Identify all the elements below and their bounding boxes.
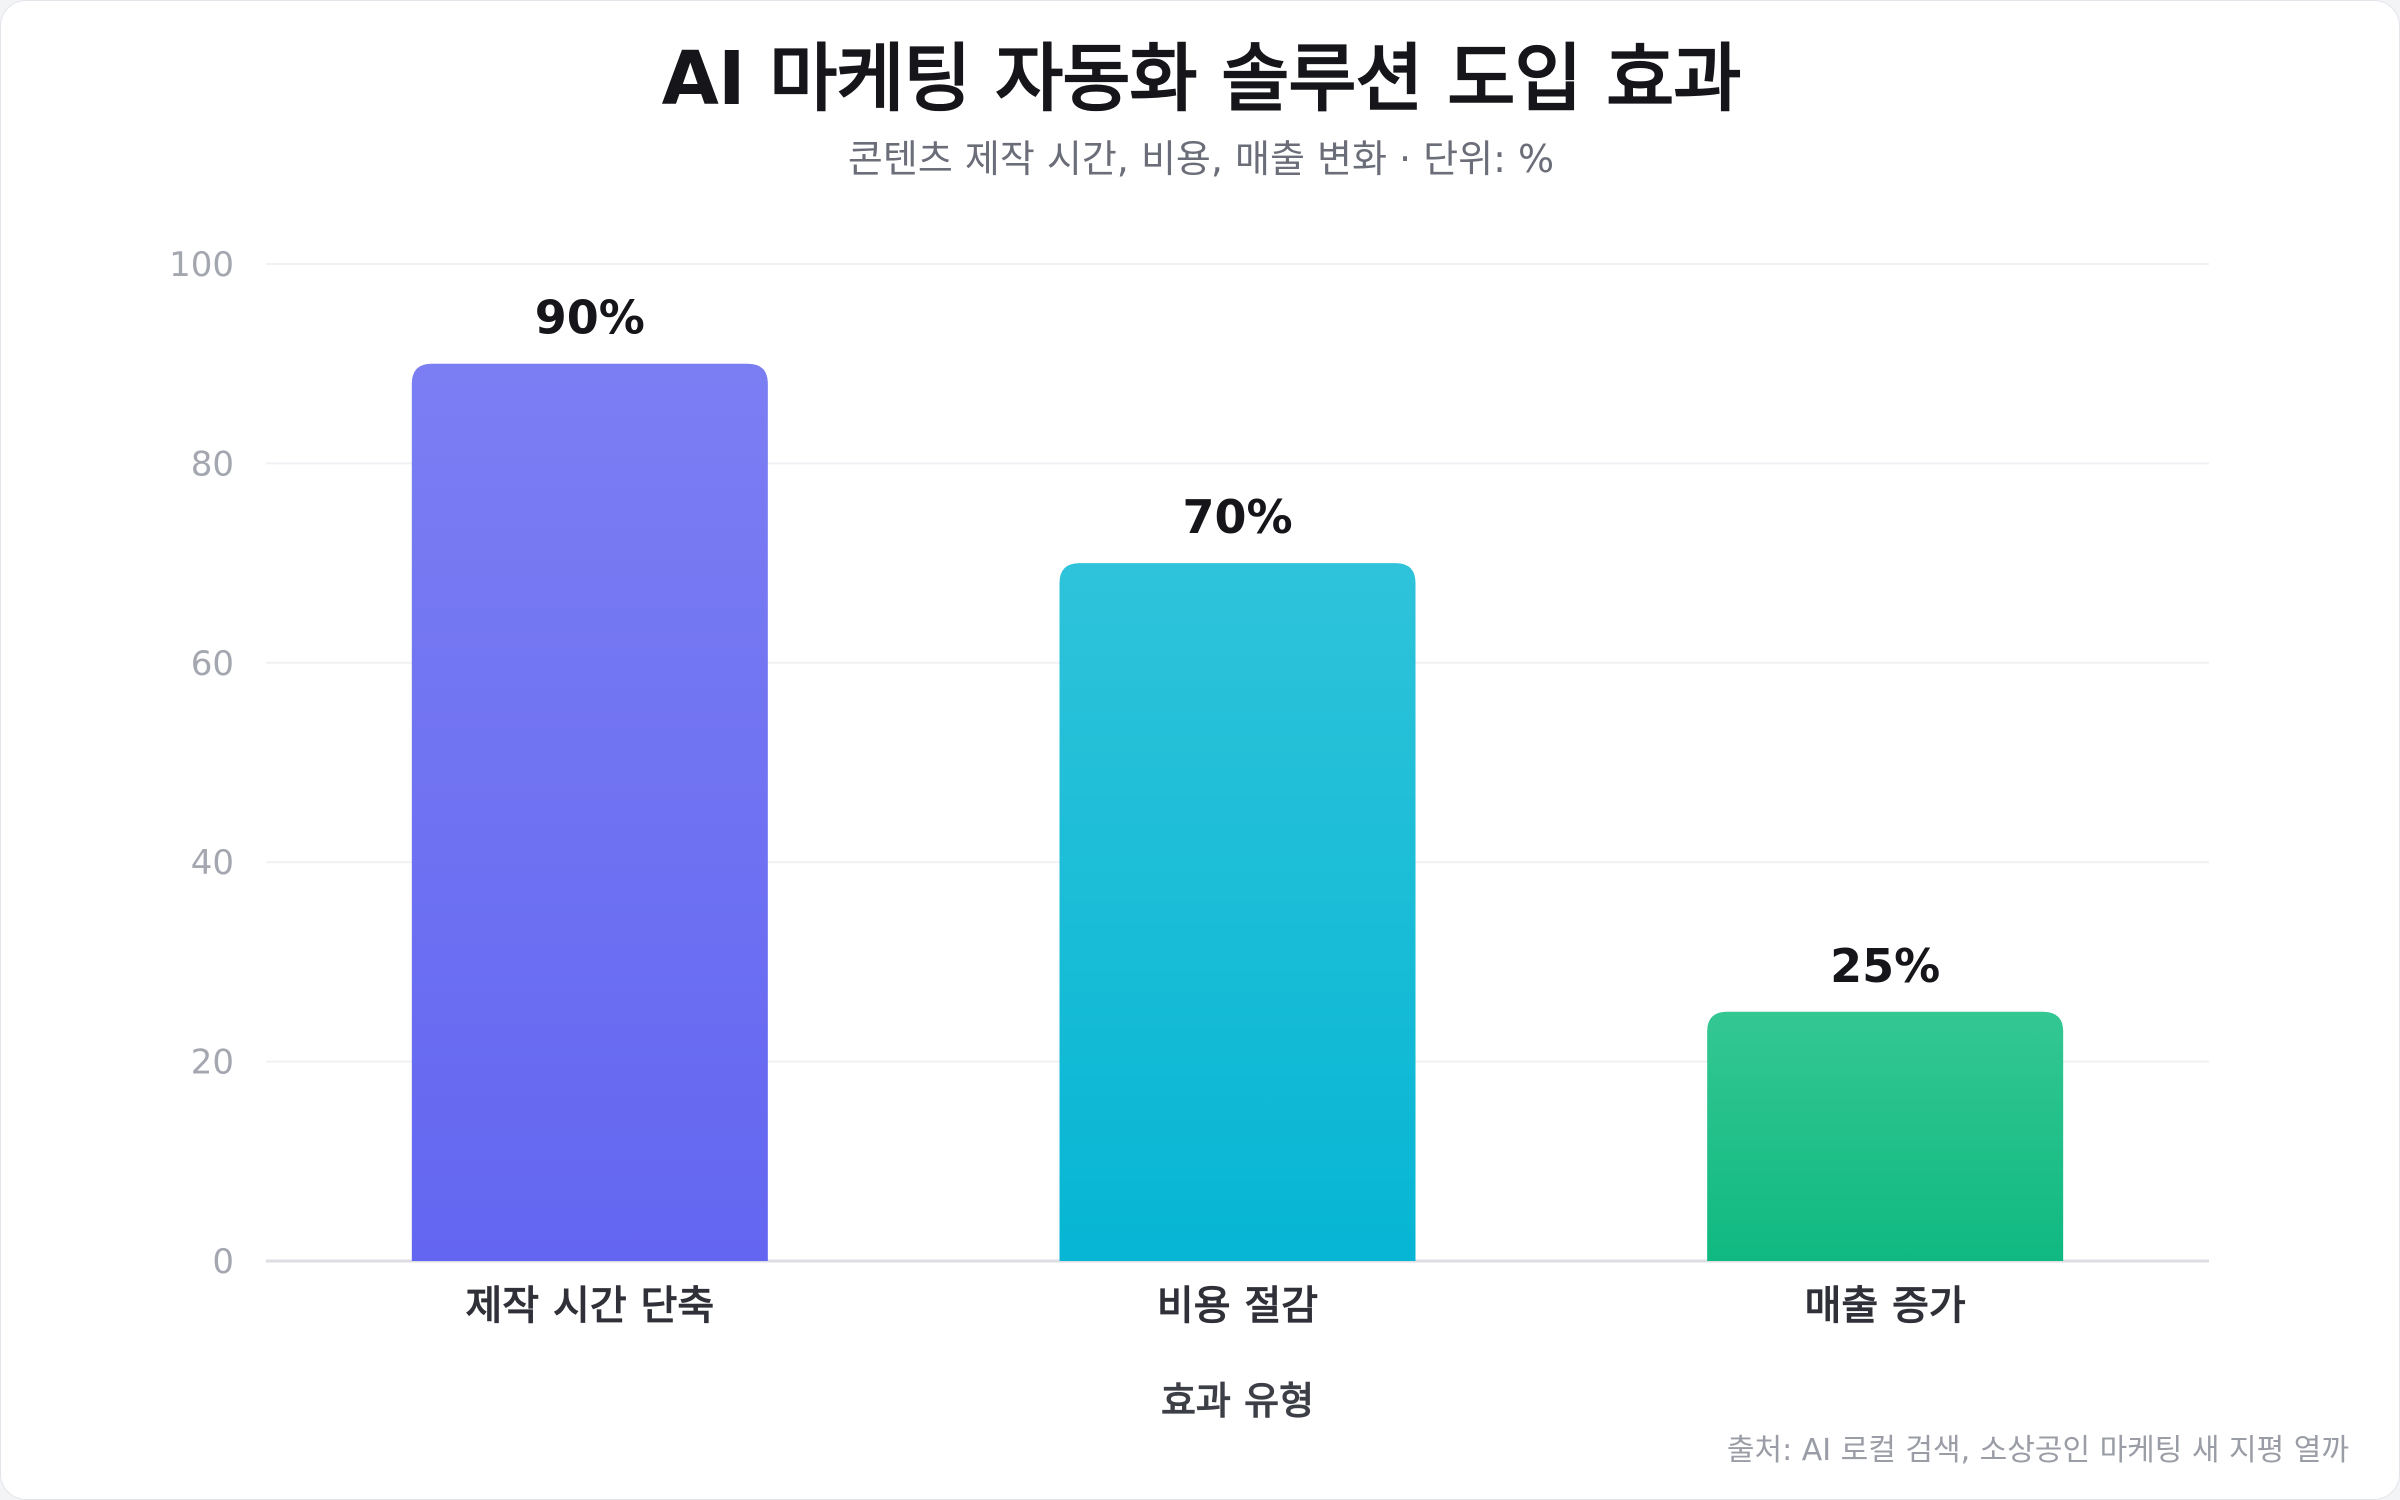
y-tick-label: 0 — [212, 1242, 234, 1282]
bar[interactable] — [1059, 563, 1416, 1261]
y-tick-label: 20 — [191, 1043, 234, 1083]
y-tick-label: 100 — [169, 245, 234, 285]
x-tick-label: 매출 증가 — [1805, 1283, 1966, 1329]
labels: 0 20 40 60 80 100 90% 제작 시간 단축 70% 비용 절감 25% 매출 증가효… — [169, 245, 1966, 1423]
x-tick-label: 비용 절감 — [1157, 1283, 1318, 1329]
bars — [411, 363, 2064, 1261]
source-note: 출처: AI 로컬 검색, 소상공인 마케팅 새 지평 열까 — [1726, 1433, 2349, 1468]
chart-subtitle: 콘텐츠 제작 시간, 비용, 매출 변화 · 단위: % — [847, 137, 1555, 181]
y-tick-label: 40 — [191, 843, 234, 883]
x-axis-title: 효과 유형 — [1161, 1379, 1314, 1423]
x-tick-label: 제작 시간 단축 — [466, 1283, 715, 1329]
data-label: 90% — [535, 291, 645, 345]
bar[interactable] — [1707, 1011, 2064, 1261]
data-label: 25% — [1830, 939, 1940, 993]
bar[interactable] — [411, 363, 768, 1261]
y-tick-label: 60 — [191, 644, 234, 684]
chart-title: AI 마케팅 자동화 솔루션 도입 효과 — [661, 36, 1742, 122]
y-tick-label: 80 — [191, 444, 234, 484]
data-label: 70% — [1182, 490, 1292, 544]
